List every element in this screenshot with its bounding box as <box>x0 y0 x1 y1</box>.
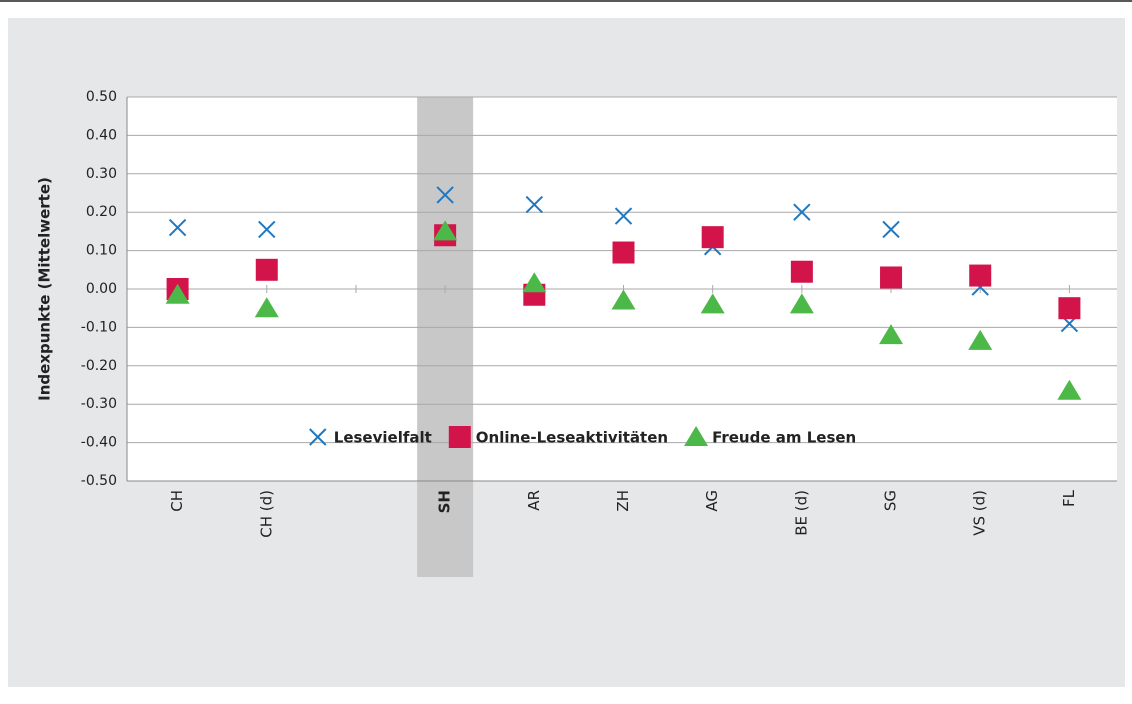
point <box>258 220 276 239</box>
point <box>969 264 992 287</box>
point <box>882 220 900 239</box>
y-tick-label: -0.10 <box>81 319 117 335</box>
point <box>255 258 278 281</box>
y-tick-label: 0.50 <box>86 89 117 105</box>
highlight-band <box>417 97 474 577</box>
legend-marker <box>309 428 327 446</box>
y-axis-label: Indexpunkte (Mittelwerte) <box>36 177 54 401</box>
y-tick-label: 0.20 <box>86 204 117 220</box>
point <box>254 297 279 318</box>
point <box>611 289 636 310</box>
point <box>880 266 903 289</box>
x-tick-label: SG <box>882 490 900 511</box>
x-tick-label: VS (d) <box>971 490 989 536</box>
legend-marker <box>684 426 709 446</box>
point <box>436 186 454 204</box>
legend-label: Lesevielfalt <box>334 429 432 447</box>
point <box>1057 379 1082 400</box>
point <box>165 283 190 304</box>
y-tick-label: -0.40 <box>81 435 117 451</box>
y-tick-label: 0.30 <box>86 166 117 182</box>
legend-marker <box>448 426 471 448</box>
point <box>433 220 458 241</box>
x-tick-label: BE (d) <box>792 490 810 536</box>
y-tick-label: 0.40 <box>86 127 117 143</box>
point <box>793 203 811 221</box>
point <box>700 293 725 314</box>
x-tick-label: AG <box>703 490 721 512</box>
x-tick-label: CH (d) <box>257 490 275 538</box>
x-tick-label: CH <box>168 490 186 512</box>
point <box>1058 297 1081 320</box>
point <box>701 226 724 249</box>
legend-label: Online-Leseaktivitäten <box>476 429 668 447</box>
y-tick-label: -0.20 <box>81 358 117 374</box>
y-tick-label: 0.00 <box>86 281 117 297</box>
point <box>614 207 633 225</box>
x-tick-label: AR <box>525 490 543 511</box>
point <box>789 293 814 314</box>
point <box>790 260 813 283</box>
x-tick-label: ZH <box>614 490 632 512</box>
point <box>612 241 635 264</box>
point <box>879 324 904 345</box>
point <box>968 329 993 350</box>
y-tick-label: -0.30 <box>81 396 117 412</box>
point <box>168 218 187 237</box>
legend: Lesevielfalt Online-Leseaktivitäten Freude… <box>309 426 856 448</box>
y-tick-label: -0.50 <box>81 473 117 489</box>
y-tick-label: 0.10 <box>86 243 117 259</box>
point <box>525 195 544 214</box>
point <box>522 272 547 293</box>
x-tick-label: FL <box>1060 489 1078 507</box>
x-tick-label: SH <box>436 490 454 513</box>
legend-label: Freude am Lesen <box>712 429 856 447</box>
